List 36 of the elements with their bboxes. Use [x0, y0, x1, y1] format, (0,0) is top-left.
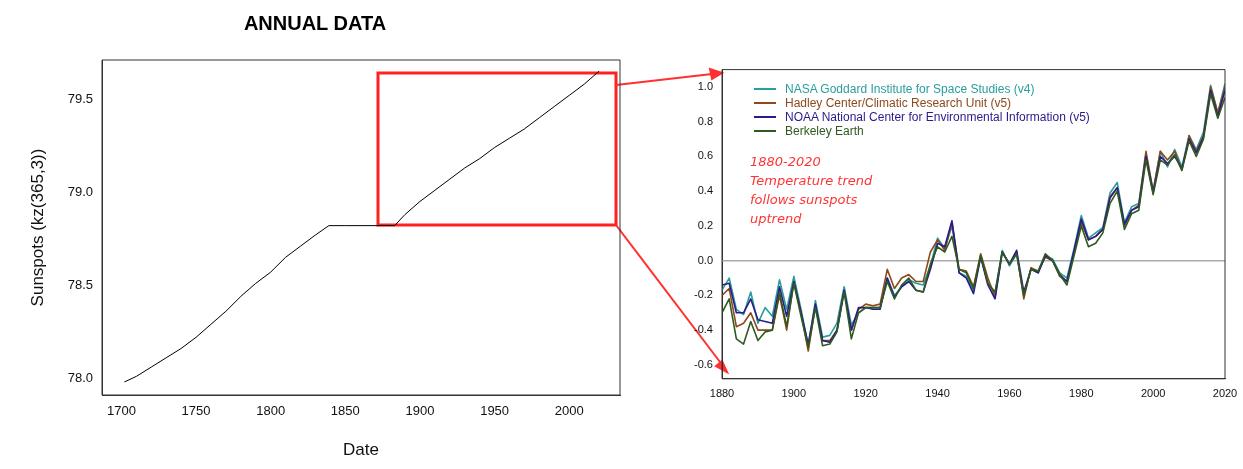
x-tick-label: 1950 — [480, 403, 510, 419]
x-tick-label: 1750 — [181, 403, 211, 419]
x-axis-title: Date — [343, 440, 379, 460]
x-tick-label: 1880 — [709, 387, 735, 400]
y-tick-label: -0.2 — [694, 288, 713, 301]
y-axis-title: Sunspots (kz(365,3)) — [27, 148, 47, 307]
legend-label: Hadley Center/Climatic Research Unit (v5) — [785, 96, 1012, 110]
x-tick-label: 1850 — [330, 403, 360, 419]
y-tick-label: 1.0 — [697, 80, 713, 92]
x-tick-label: 1980 — [1069, 387, 1094, 400]
y-tick-label: 0.4 — [697, 184, 713, 197]
x-tick-label: 2000 — [1140, 387, 1166, 400]
y-tick-label: 0.8 — [697, 114, 713, 127]
legend-label: NASA Goddard Institute for Space Studies (v4) — [785, 82, 1035, 96]
y-tick-label: -0.6 — [694, 357, 713, 370]
annotation: 1880-2020 Temperature trend follows sunspots uptrend — [750, 153, 873, 228]
x-tick-label: 1900 — [781, 387, 807, 400]
x-tick-label: 1700 — [106, 403, 136, 419]
y-tick-label: 0.6 — [697, 149, 713, 162]
y-tick-label: 78.5 — [67, 276, 93, 292]
legend-label: NOAA National Center for Environmental Information (v5) — [785, 110, 1090, 124]
y-tick-label: -0.4 — [694, 323, 713, 336]
y-tick-label: 0.0 — [697, 253, 713, 266]
y-tick-label: 0.2 — [697, 218, 713, 231]
chart-title: ANNUAL DATA — [243, 11, 387, 34]
x-tick-label: 2000 — [554, 403, 584, 419]
y-tick-label: 79.0 — [67, 183, 93, 199]
x-tick-label: 1920 — [853, 387, 878, 400]
legend-label: Berkeley Earth — [785, 124, 864, 138]
x-tick-label: 1900 — [405, 403, 435, 419]
x-tick-label: 2020 — [1212, 387, 1238, 400]
y-tick-label: 78.0 — [67, 369, 93, 385]
x-tick-label: 1800 — [256, 403, 286, 419]
y-tick-label: 79.5 — [67, 90, 93, 106]
x-tick-label: 1940 — [925, 387, 950, 400]
x-tick-label: 1960 — [997, 387, 1022, 400]
